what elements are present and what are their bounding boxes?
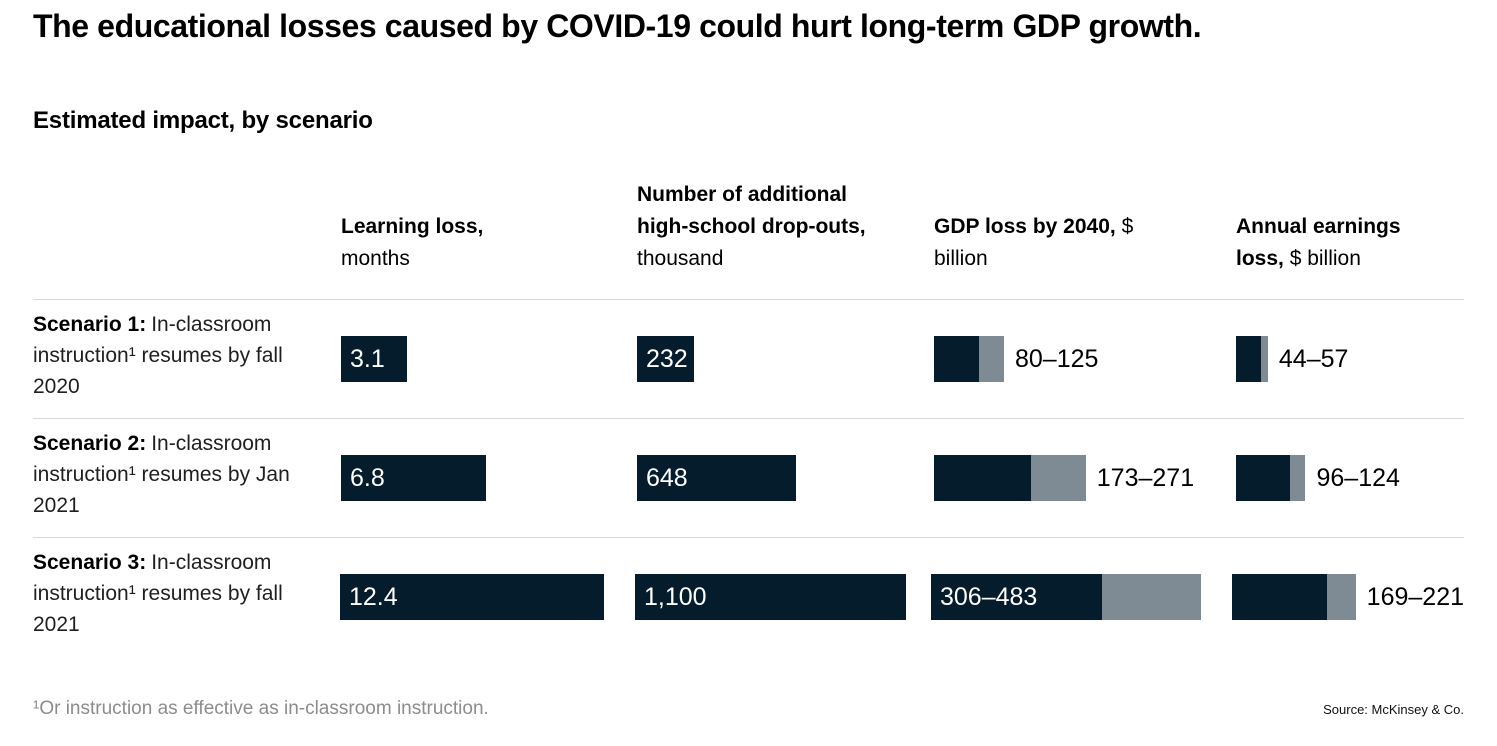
dropouts-bar: 1,100 [635, 574, 906, 620]
bar-value-label: 648 [646, 463, 688, 492]
scenario-3-learning-loss-cell: 12.4 [340, 574, 635, 620]
scenario-1-label: Scenario 1: In-classroom instruction¹ res… [33, 300, 341, 402]
scenario-3-row: Scenario 3: In-classroom instruction¹ res… [33, 537, 1464, 656]
scenario-2-label-text: In-classroom instruction¹ resumes by Jan… [33, 432, 290, 517]
scenario-3-label: Scenario 3: In-classroom instruction¹ res… [33, 538, 340, 640]
bar-value-label: 12.4 [349, 582, 398, 611]
header-dropouts-title: Number of additional high-school drop-ou… [637, 183, 866, 238]
header-earnings-loss: Annual earnings loss, $ billion [1236, 211, 1464, 275]
scenario-2-learning-loss-cell: 6.8 [341, 455, 637, 501]
scenario-1-learning-loss-cell: 3.1 [341, 336, 637, 382]
header-gdp-loss: GDP loss by 2040, $ billion [934, 211, 1236, 275]
footer: ¹Or instruction as effective as in-class… [33, 698, 1464, 720]
scenario-1-label-bold: Scenario 1: [33, 313, 147, 336]
bar-value-label: 169–221 [1366, 582, 1464, 611]
header-dropouts: Number of additional high-school drop-ou… [637, 179, 934, 275]
scenario-1-label-text: In-classroom instruction¹ resumes by fal… [33, 313, 283, 398]
learning-loss-bar: 3.1 [341, 336, 407, 382]
scenario-2-gdp-loss-cell: 173–271 [934, 455, 1236, 501]
bar-value-label: 306–483 [940, 582, 1038, 611]
bar-value-label: 3.1 [350, 344, 385, 373]
header-earnings-loss-unit: $ billion [1289, 247, 1361, 270]
earnings-loss-bar-range [1326, 574, 1356, 620]
earnings-loss-bar-range [1289, 455, 1306, 501]
scenario-2-row: Scenario 2: In-classroom instruction¹ res… [33, 418, 1464, 537]
scenario-3-label-bold: Scenario 3: [33, 551, 147, 574]
scenario-2-dropouts-cell: 648 [637, 455, 934, 501]
header-learning-loss-title: Learning loss, [341, 215, 484, 238]
gdp-loss-bar-range [1030, 455, 1086, 501]
gdp-loss-bar-range [1102, 574, 1202, 620]
scenario-1-row: Scenario 1: In-classroom instruction¹ res… [33, 299, 1464, 418]
header-learning-loss: Learning loss, months [341, 211, 637, 275]
bar-value-label: 232 [646, 344, 688, 373]
scenario-3-dropouts-cell: 1,100 [635, 574, 931, 620]
scenario-3-label-text: In-classroom instruction¹ resumes by fal… [33, 551, 283, 636]
page-title: The educational losses caused by COVID-1… [33, 8, 1202, 44]
bar-value-label: 6.8 [350, 463, 385, 492]
source-credit: Source: McKinsey & Co. [1323, 702, 1464, 717]
dropouts-bar: 232 [637, 336, 695, 382]
bar-value-label: 80–125 [1014, 344, 1099, 373]
learning-loss-bar: 12.4 [340, 574, 605, 620]
chart-subtitle: Estimated impact, by scenario [33, 107, 373, 134]
gdp-loss-bar-low [934, 336, 979, 382]
exhibit: The educational losses caused by COVID-1… [0, 8, 1497, 720]
scenario-2-earnings-loss-cell: 96–124 [1236, 455, 1464, 501]
dropouts-bar: 648 [637, 455, 797, 501]
gdp-loss-bar-low: 306–483 [931, 574, 1103, 620]
bar-value-label: 96–124 [1316, 463, 1400, 492]
scenario-1-earnings-loss-cell: 44–57 [1236, 336, 1464, 382]
earnings-loss-bar-low [1231, 574, 1327, 620]
earnings-loss-bar-low [1236, 455, 1290, 501]
scenario-1-dropouts-cell: 232 [637, 336, 934, 382]
header-earnings-loss-title: Annual earnings loss, [1236, 215, 1401, 270]
column-headers: Learning loss, months Number of addition… [33, 179, 1464, 299]
bar-value-label: 44–57 [1278, 344, 1349, 373]
header-gdp-loss-unit: $ billion [934, 215, 1134, 270]
scenario-1-gdp-loss-cell: 80–125 [934, 336, 1236, 382]
scenario-2-label: Scenario 2: In-classroom instruction¹ res… [33, 419, 341, 521]
gdp-loss-bar-low [934, 455, 1031, 501]
earnings-loss-bar-low [1236, 336, 1261, 382]
learning-loss-bar: 6.8 [341, 455, 486, 501]
header-gdp-loss-title: GDP loss by 2040, [934, 215, 1116, 238]
scenario-3-gdp-loss-cell: 306–483 [931, 574, 1232, 620]
header-dropouts-unit: thousand [637, 247, 724, 270]
header-learning-loss-unit: months [341, 247, 410, 270]
gdp-loss-bar-range [978, 336, 1004, 382]
earnings-loss-bar-range [1260, 336, 1268, 382]
bar-value-label: 173–271 [1096, 463, 1195, 492]
bar-value-label: 1,100 [644, 582, 707, 611]
footnote: ¹Or instruction as effective as in-class… [33, 698, 489, 719]
scenario-2-label-bold: Scenario 2: [33, 432, 147, 455]
scenario-3-earnings-loss-cell: 169–221 [1231, 574, 1464, 620]
